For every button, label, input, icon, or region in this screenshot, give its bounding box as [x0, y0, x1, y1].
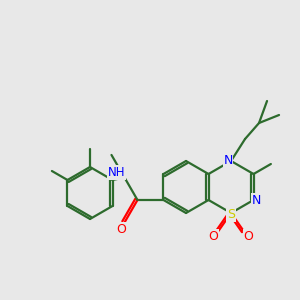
Text: N: N — [252, 194, 261, 206]
Text: O: O — [208, 230, 218, 242]
Text: O: O — [244, 230, 254, 242]
Text: S: S — [227, 208, 235, 221]
Text: O: O — [116, 223, 126, 236]
Text: N: N — [223, 154, 233, 167]
Text: NH: NH — [108, 166, 125, 179]
